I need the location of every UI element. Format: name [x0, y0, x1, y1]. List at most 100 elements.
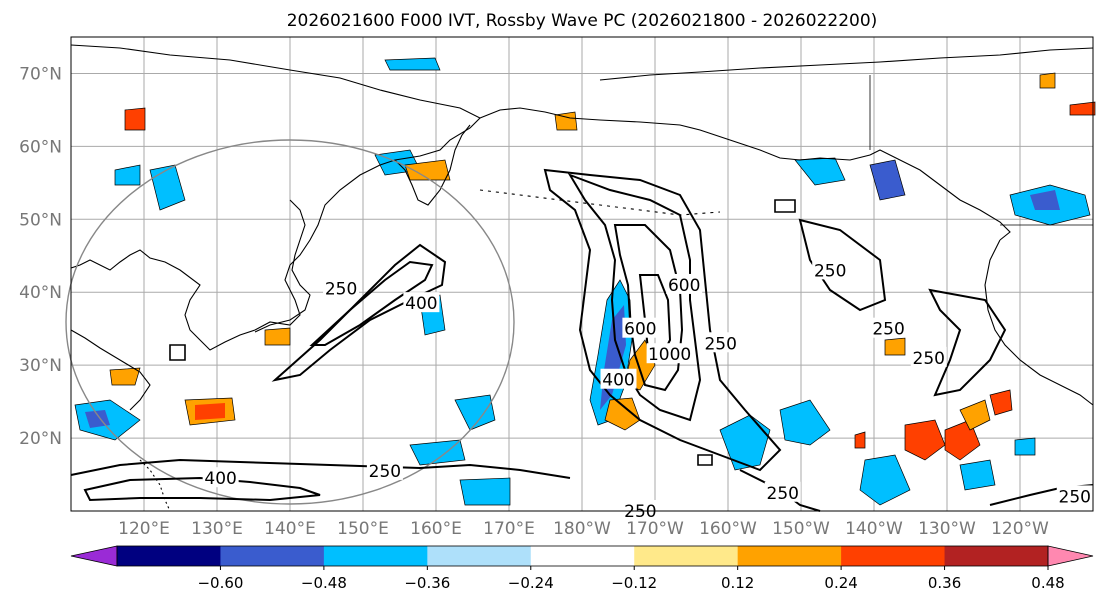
lon-label: 150°E	[337, 519, 389, 539]
contour-400-westpac	[309, 260, 434, 346]
shade-blue-midpac-3	[409, 439, 466, 466]
contour-label: 250	[814, 261, 846, 281]
colorbar-segment	[634, 546, 739, 566]
colorbar-tick-label: −0.12	[611, 574, 657, 592]
lon-label: 160°E	[410, 519, 462, 539]
colorbar-extend-high	[1047, 545, 1094, 567]
contour-small-2	[774, 199, 796, 213]
contour-label: 250	[325, 280, 357, 300]
colorbar-segment	[427, 546, 532, 566]
contour-label-bg	[812, 259, 849, 280]
lat-label: 70°N	[19, 64, 62, 84]
lat-label: 60°N	[19, 137, 62, 157]
lat-label: 20°N	[19, 429, 62, 449]
contour-400-central	[567, 173, 702, 422]
shade-orange-east	[959, 399, 991, 431]
map-panel: 250 400 600 600 1000 250 400 250 250 250 250 400 250…	[65, 36, 1096, 522]
coast-north-america	[984, 239, 1094, 406]
lon-label: 130°W	[918, 519, 976, 539]
lon-label: 130°E	[191, 519, 243, 539]
contour-label-bg	[202, 467, 239, 488]
shade-orange-mid-east	[884, 337, 906, 356]
shade-blue-westpac-2	[114, 164, 141, 186]
contour-400-tropics	[83, 476, 321, 502]
shade-orange-west-1	[109, 367, 141, 386]
latitude-labels: 70°N 60°N 50°N 40°N 30°N 20°N	[19, 64, 62, 449]
shade-blue-east-3	[1014, 437, 1036, 456]
colorbar-segment	[944, 546, 1049, 566]
lon-label: 150°W	[772, 519, 830, 539]
lon-label: 170°E	[483, 519, 535, 539]
contour-250-east-2	[928, 288, 1007, 397]
contour-250-tropics	[70, 458, 571, 479]
shade-orange-japan	[264, 327, 291, 346]
lon-label: 160°W	[699, 519, 757, 539]
contour-label-bg	[403, 292, 440, 313]
coast-asia	[70, 44, 481, 351]
contour-small-1	[169, 344, 186, 361]
lon-label: 120°E	[118, 519, 170, 539]
coast-japan	[254, 199, 311, 333]
shade-blue-westpac-1	[149, 164, 186, 211]
longitude-labels: 120°E 130°E 140°E 150°E 160°E 170°E 180°W 170°W…	[118, 519, 1049, 539]
contour-label: 400	[204, 469, 236, 489]
colorbar-segment	[530, 546, 635, 566]
colorbar-extend-low	[70, 545, 118, 567]
coast-arctic	[599, 47, 1094, 81]
colorbar-tick-label: 0.48	[1031, 574, 1064, 592]
contour-label: 400	[405, 294, 437, 314]
contour-250-central	[543, 168, 782, 472]
shade-orange-central-2	[604, 397, 641, 431]
contour-label: 250	[369, 462, 401, 482]
map-frame	[70, 36, 1094, 512]
lon-label: 140°W	[845, 519, 903, 539]
shade-blue-pacific-north	[794, 157, 846, 186]
shade-blue-south-mid	[779, 399, 831, 446]
coast-kamchatka	[394, 124, 471, 206]
contour-label-bg	[622, 317, 659, 338]
contour-label-bg	[1056, 485, 1093, 506]
contour-label-bg	[702, 332, 739, 353]
colorbar-tick-label: 0.12	[721, 574, 754, 592]
contour-label: 250	[913, 349, 945, 369]
shade-blue-canada-core	[1030, 190, 1060, 210]
coastlines	[70, 44, 1094, 512]
contour-label-bg	[870, 317, 907, 338]
colorbar-segment	[220, 546, 325, 566]
shade-red-china	[195, 403, 225, 420]
shade-blue-east-2	[959, 459, 996, 491]
shade-blue-midpac-2	[454, 394, 496, 431]
colorbar-tick-label: 0.36	[928, 574, 961, 592]
shade-red-arctic	[1069, 101, 1096, 116]
shade-orange-arctic-1	[1039, 72, 1056, 89]
shade-blue-bc	[869, 159, 906, 201]
figure-title: 2026021600 F000 IVT, Rossby Wave PC (202…	[287, 11, 878, 31]
contour-label: 250	[872, 320, 904, 340]
contour-labels: 250 400 600 600 1000 250 400 250 250 250 250 400 250…	[202, 259, 1093, 522]
ivt-contours	[70, 168, 1094, 512]
colorbar-tick-label: −0.48	[301, 574, 347, 592]
contour-label-bg	[910, 346, 947, 367]
contour-label: 250	[1059, 487, 1091, 507]
contour-label-bg	[366, 459, 403, 480]
shade-blue-arctic	[384, 57, 441, 71]
lat-label: 40°N	[19, 283, 62, 303]
contour-label: 600	[668, 276, 700, 296]
coast-china-south	[70, 329, 151, 411]
lon-label: 170°W	[626, 519, 684, 539]
contour-label: 250	[767, 484, 799, 504]
colorbar-segment	[117, 546, 221, 566]
pc-shading	[74, 57, 1096, 506]
contour-label-bg	[622, 500, 659, 520]
colorbar-tick-label: −0.60	[197, 574, 243, 592]
colorbar: −0.60 −0.48 −0.36 −0.24 −0.12 0.12 0.24 0.36 0.4…	[70, 545, 1094, 592]
contour-label-bg	[646, 343, 693, 364]
contour-small-3	[697, 454, 713, 466]
contour-label: 250	[704, 334, 736, 354]
shade-red-west-1	[124, 107, 146, 131]
shade-blue-lower-left	[459, 477, 511, 506]
lat-label: 50°N	[19, 210, 62, 230]
contour-label-bg	[666, 273, 703, 294]
shade-orange-kamchatka	[404, 159, 451, 181]
